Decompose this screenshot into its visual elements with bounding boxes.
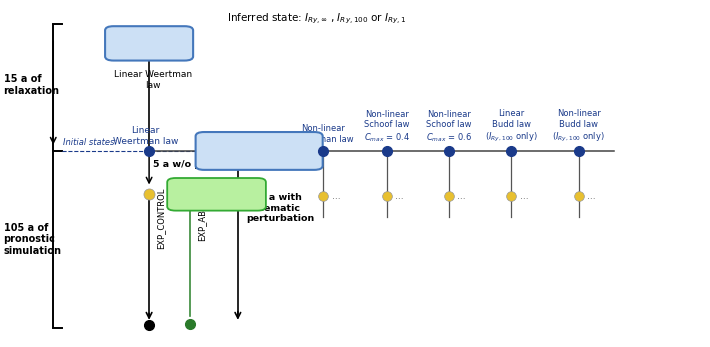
- Text: Melting
perturbation: Melting perturbation: [187, 185, 246, 204]
- Text: Inferred state: $I_{Ry,\infty}$ , $I_{Ry,100}$ or $I_{Ry,1}$: Inferred state: $I_{Ry,\infty}$ , $I_{Ry…: [227, 12, 407, 26]
- Text: 100 a with
schematic
perturbation: 100 a with schematic perturbation: [246, 193, 315, 223]
- Text: Linear
Budd law
($I_{Ry,100}$ only): Linear Budd law ($I_{Ry,100}$ only): [485, 109, 537, 144]
- Text: Initial states:: Initial states:: [63, 138, 117, 147]
- Text: Non-linear
Schoof law
$C_{max}$ = 0.4: Non-linear Schoof law $C_{max}$ = 0.4: [364, 110, 410, 144]
- Text: ...: ...: [520, 192, 528, 201]
- Text: EXP_CONTROL: EXP_CONTROL: [156, 188, 165, 249]
- Text: ...: ...: [587, 192, 596, 201]
- FancyBboxPatch shape: [168, 178, 266, 211]
- Text: ...: ...: [395, 192, 404, 201]
- Text: Linear Weertman
law: Linear Weertman law: [114, 70, 192, 90]
- Text: 5 a w/o perturbation: 5 a w/o perturbation: [153, 160, 262, 169]
- Text: ...: ...: [332, 192, 340, 201]
- Text: 15 a of
relaxation: 15 a of relaxation: [4, 74, 60, 96]
- Text: ...: ...: [457, 192, 466, 201]
- Text: 105 a of
pronostic
simulation: 105 a of pronostic simulation: [4, 223, 62, 256]
- Text: EXP_ABMB: EXP_ABMB: [197, 196, 207, 241]
- FancyBboxPatch shape: [196, 132, 322, 170]
- Text: Non-linear
Schoof law
$C_{max}$ = 0.6: Non-linear Schoof law $C_{max}$ = 0.6: [426, 110, 471, 144]
- Text: Linear
Weertman law: Linear Weertman law: [113, 126, 178, 146]
- Text: Non-linear
Weertman law: Non-linear Weertman law: [293, 124, 354, 144]
- Text: Non-linear
Budd law
($I_{Ry,100}$ only): Non-linear Budd law ($I_{Ry,100}$ only): [552, 109, 605, 144]
- FancyBboxPatch shape: [105, 26, 193, 60]
- Text: Identification of friction
laws coefficients: Identification of friction laws coeffici…: [204, 141, 315, 161]
- Text: Initialisation: Initialisation: [112, 39, 186, 48]
